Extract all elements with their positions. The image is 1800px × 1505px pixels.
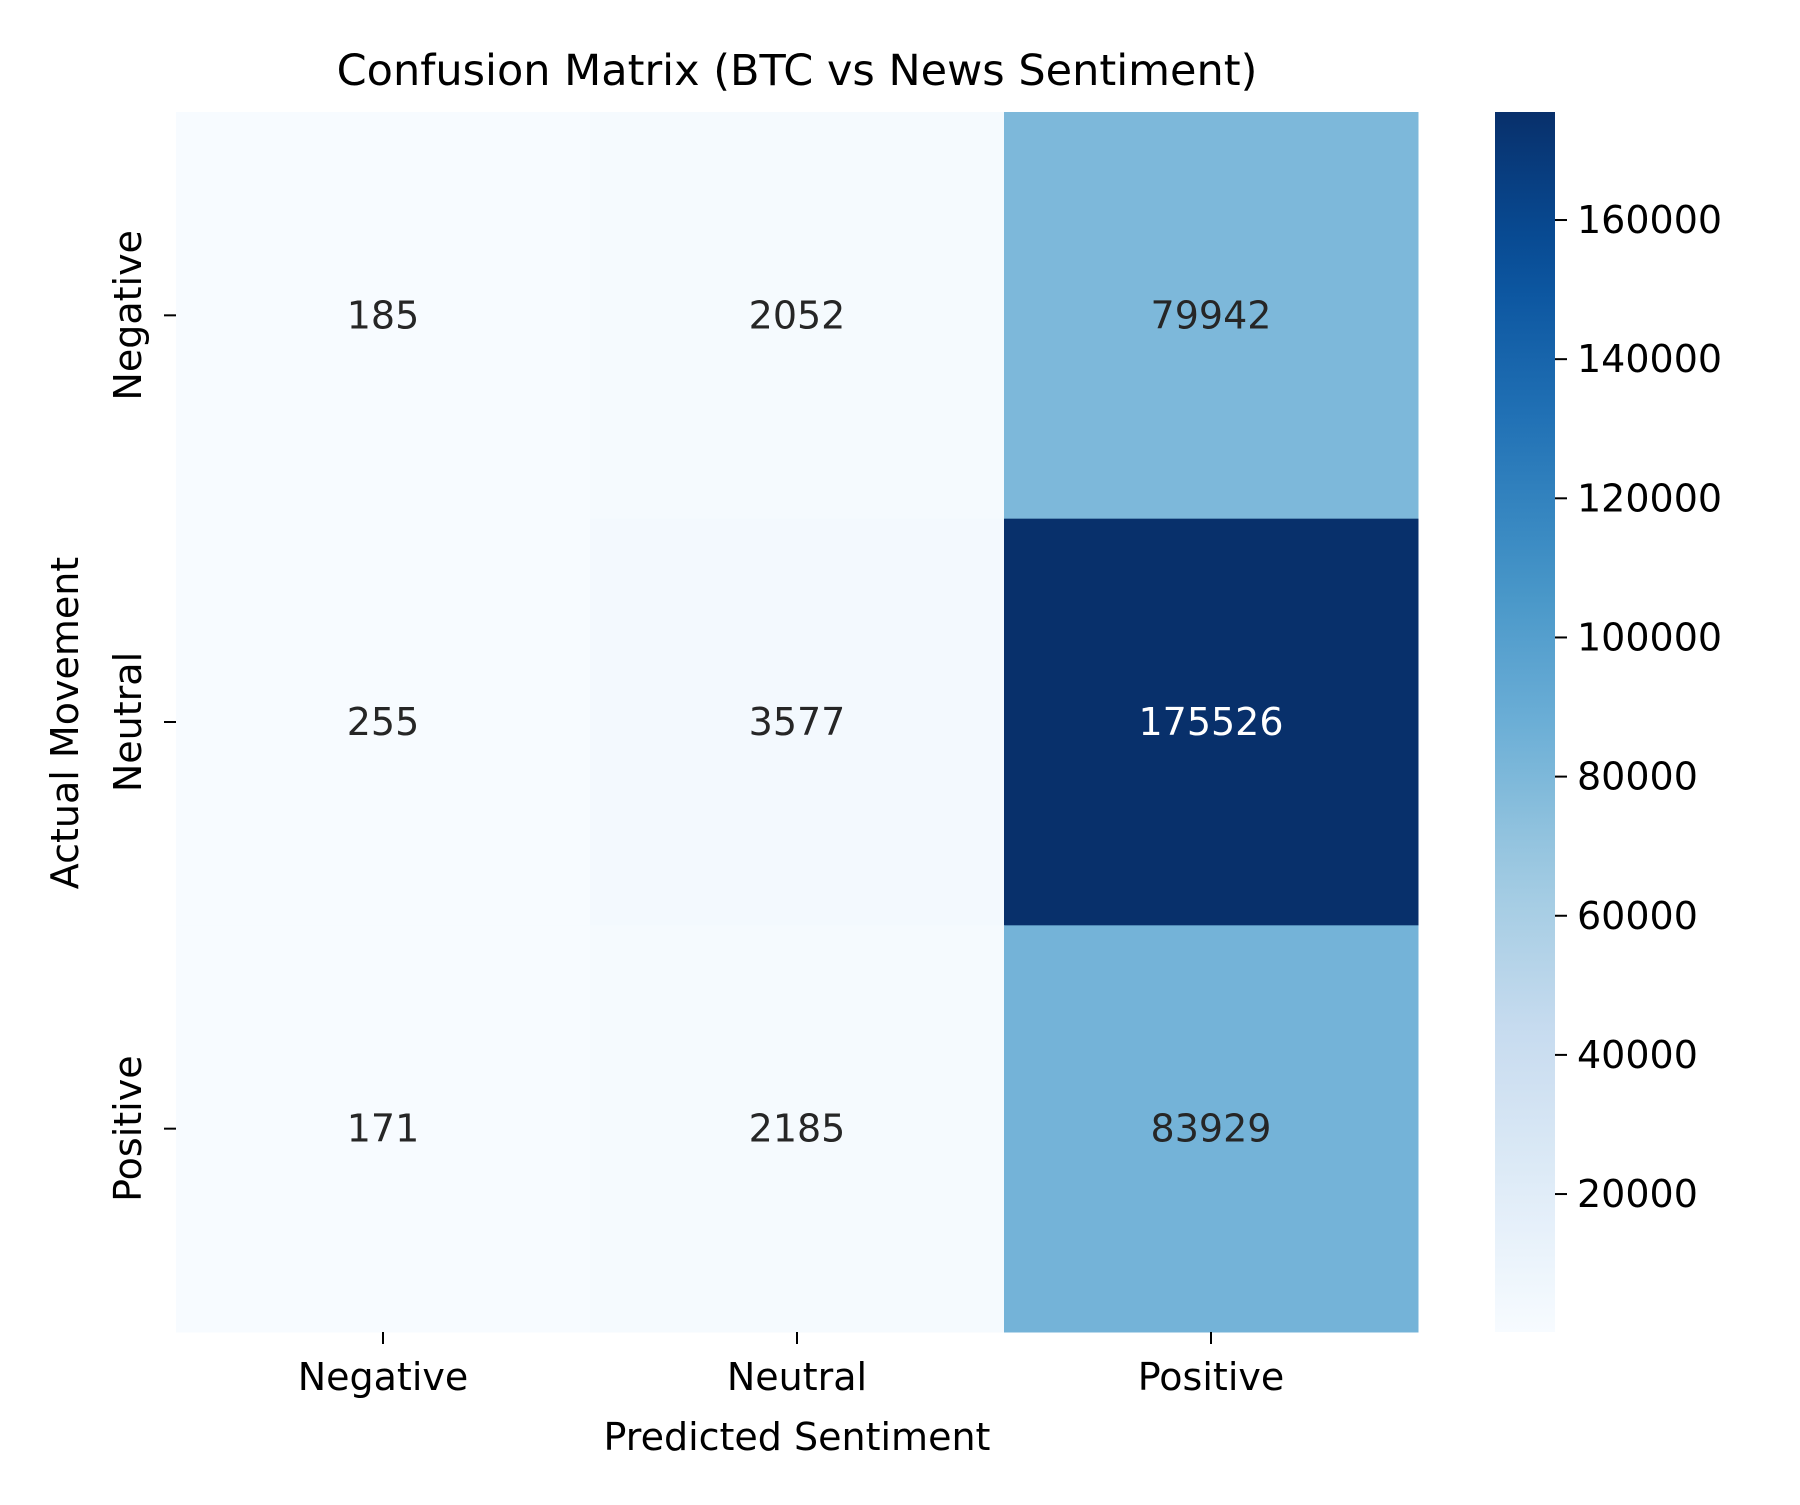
- heatmap-cell: [590, 112, 1005, 520]
- cell-value-label: 2185: [749, 1107, 846, 1151]
- heatmap-cell: [590, 925, 1005, 1333]
- colorbar-tick-label: 120000: [1577, 476, 1722, 520]
- y-tick-label: Negative: [106, 230, 150, 401]
- heatmap-cell: [590, 518, 1005, 926]
- x-axis-label: Predicted Sentiment: [604, 1415, 991, 1459]
- heatmap-cell: [1004, 518, 1419, 926]
- cell-value-label: 171: [347, 1107, 420, 1151]
- heatmap-cell: [1004, 112, 1419, 520]
- cell-value-label: 79942: [1151, 293, 1272, 337]
- heatmap-cell: [176, 112, 591, 520]
- y-tick-label: Positive: [106, 1055, 150, 1202]
- heatmap-cell: [1004, 925, 1419, 1333]
- cell-value-label: 185: [347, 293, 420, 337]
- y-tick-label: Neutral: [106, 652, 150, 792]
- cell-value-label: 3577: [749, 700, 846, 744]
- x-tick-label: Neutral: [727, 1355, 867, 1399]
- heatmap-cells: [176, 112, 1419, 1333]
- y-axis-ticks: Negative Neutral Positive: [106, 230, 176, 1202]
- cell-value-label: 175526: [1138, 700, 1283, 744]
- colorbar-tick-label: 80000: [1577, 755, 1698, 799]
- colorbar-tick-label: 40000: [1577, 1033, 1698, 1077]
- heatmap-cell: [176, 925, 591, 1333]
- chart-title: Confusion Matrix (BTC vs News Sentiment): [337, 46, 1258, 96]
- x-tick-label: Negative: [298, 1355, 469, 1399]
- colorbar: [1495, 112, 1555, 1332]
- colorbar-tick-label: 20000: [1577, 1172, 1698, 1216]
- colorbar-tick-label: 60000: [1577, 894, 1698, 938]
- y-axis-label: Actual Movement: [43, 557, 87, 889]
- cell-value-label: 83929: [1151, 1107, 1272, 1151]
- cell-annotations: 185 2052 79942 255 3577 175526 171 2185 83929: [347, 293, 1284, 1150]
- cell-value-label: 255: [347, 700, 420, 744]
- colorbar-tick-label: 140000: [1577, 337, 1722, 381]
- colorbar-tick-label: 160000: [1577, 198, 1722, 242]
- heatmap-cell: [176, 518, 591, 926]
- cell-value-label: 2052: [749, 293, 846, 337]
- colorbar-ticks: 20000 40000 60000 80000 100000 120000 140000 16…: [1555, 198, 1722, 1216]
- x-tick-label: Positive: [1138, 1355, 1285, 1399]
- x-axis-ticks: Negative Neutral Positive: [298, 1332, 1285, 1399]
- colorbar-tick-label: 100000: [1577, 615, 1722, 659]
